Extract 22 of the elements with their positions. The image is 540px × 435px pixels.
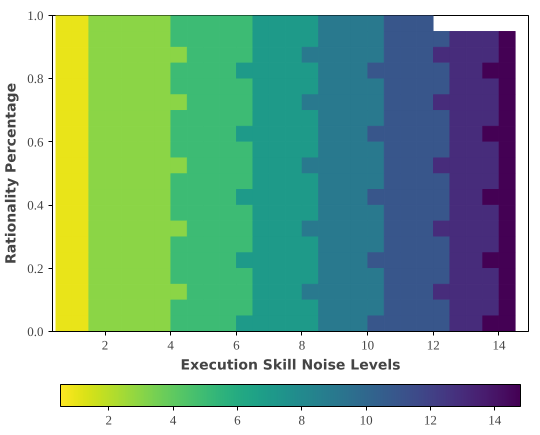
x-tick-label: 2: [102, 338, 108, 352]
y-tick-label: 0.0: [27, 324, 44, 339]
x-tick-label: 10: [361, 338, 374, 352]
color-bar-label: 6: [234, 412, 242, 428]
y-tick-label: 0.6: [27, 134, 44, 150]
color-bar-label: 14: [488, 412, 502, 428]
y-tick-label: 0.4: [27, 198, 44, 213]
color-bar-label: 2: [106, 412, 112, 428]
y-tick-label: 0.8: [27, 71, 44, 86]
x-tick-label: 14: [492, 338, 506, 352]
color-bar-label: 8: [298, 412, 306, 428]
x-tick-label: 4: [167, 338, 174, 352]
color-bar-label: 12: [424, 412, 437, 428]
y-tick-label: 1.0: [27, 8, 44, 23]
y-tick-label: 0.2: [27, 260, 44, 276]
x-tick-label: 12: [426, 338, 440, 352]
x-tick-label: 8: [298, 338, 306, 352]
x-tick-label: 6: [233, 338, 240, 352]
y-axis-title: Rationality Percentage: [3, 82, 20, 264]
x-axis-title: Execution Skill Noise Levels: [180, 358, 400, 374]
color-bar-label: 10: [360, 412, 373, 428]
color-bar-label: 4: [170, 412, 177, 428]
